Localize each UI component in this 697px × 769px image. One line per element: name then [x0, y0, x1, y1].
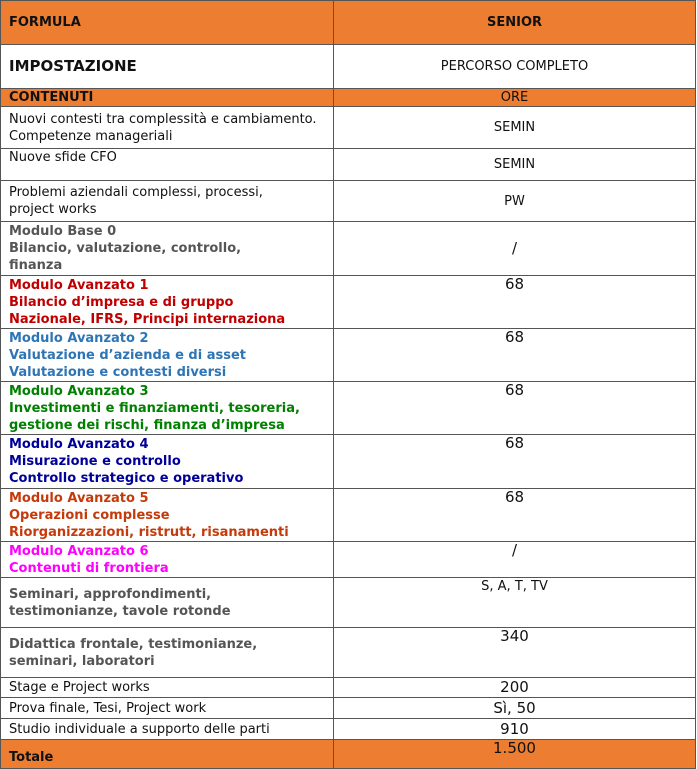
impostazione-row: IMPOSTAZIONE PERCORSO COMPLETO — [0, 44, 696, 89]
table-row: Modulo Avanzato 1 Bilancio d’impresa e di… — [0, 275, 696, 329]
table-row: Nuovi contesti tra complessità e cambiam… — [0, 106, 696, 149]
row-label-line: Studio individuale a supporto delle part… — [9, 721, 270, 737]
row-label: Modulo Avanzato 6 Contenuti di frontiera — [0, 541, 334, 578]
impostazione-value: PERCORSO COMPLETO — [333, 44, 696, 89]
content-rows: Nuovi contesti tra complessità e cambiam… — [0, 106, 696, 740]
row-label-line: Modulo Avanzato 1 — [9, 277, 149, 293]
table-row: Nuove sfide CFO SEMIN — [0, 148, 696, 181]
row-label: Studio individuale a supporto delle part… — [0, 718, 334, 740]
row-label-line: Nuove sfide CFO — [9, 150, 117, 165]
row-value: 68 — [333, 328, 696, 382]
row-label-line: Prova finale, Tesi, Project work — [9, 700, 207, 716]
row-value: / — [333, 221, 696, 276]
table-row: Modulo Avanzato 5 Operazioni complesse Rio… — [0, 488, 696, 542]
table-row: Seminari, approfondimenti, testimonianze,… — [0, 577, 696, 628]
row-label-line: Nuovi contesti tra complessità e cambiam… — [9, 111, 317, 127]
row-label: Modulo Avanzato 2 Valutazione d’azienda e… — [0, 328, 334, 382]
contenuti-label: CONTENUTI — [0, 88, 334, 107]
ore-label: ORE — [333, 88, 696, 107]
row-label-line: Misurazione e controllo — [9, 454, 181, 469]
row-label-line: Bilancio d’impresa e di gruppo — [9, 294, 234, 310]
table-row: Modulo Avanzato 3 Investimenti e finanzia… — [0, 381, 696, 435]
senior-header: SENIOR — [333, 0, 696, 45]
row-value: S, A, T, TV — [333, 577, 696, 628]
total-row: Totale 1.500 — [0, 739, 696, 769]
row-value: 68 — [333, 488, 696, 542]
row-label-line: project works — [9, 202, 97, 217]
row-value: Sì, 50 — [333, 697, 696, 719]
total-label: Totale — [0, 739, 334, 769]
row-value: 68 — [333, 434, 696, 489]
row-value: 910 — [333, 718, 696, 740]
table-row: Stage e Project works 200 — [0, 677, 696, 698]
row-label-line: Investimenti e finanziamenti, tesoreria, — [9, 400, 300, 416]
row-label: Nuove sfide CFO — [0, 148, 334, 181]
row-label: Nuovi contesti tra complessità e cambiam… — [0, 106, 334, 149]
table-row: Prova finale, Tesi, Project work Sì, 50 — [0, 697, 696, 719]
row-label-line: Nazionale, IFRS, Principi internaziona — [9, 311, 286, 327]
table-row: Modulo Avanzato 4 Misurazione e controllo… — [0, 434, 696, 489]
row-label: Modulo Avanzato 5 Operazioni complesse Rio… — [0, 488, 334, 542]
row-label-line: seminari, laboratori — [9, 653, 155, 669]
row-label-line: Valutazione d’azienda e di asset — [9, 347, 246, 363]
row-label-line: Valutazione e contesti diversi — [9, 364, 227, 380]
row-label-line: Didattica frontale, testimonianze, — [9, 636, 258, 652]
row-label-line: gestione dei rischi, finanza d’impresa — [9, 417, 285, 433]
row-label-line: Modulo Avanzato 6 — [9, 543, 149, 559]
row-value: 340 — [333, 627, 696, 678]
row-label: Modulo Avanzato 4 Misurazione e controllo… — [0, 434, 334, 489]
row-value: SEMIN — [333, 106, 696, 149]
row-label-line: Competenze manageriali — [9, 128, 173, 144]
row-label: Modulo Base 0 Bilancio, valutazione, cont… — [0, 221, 334, 276]
row-label-line: Seminari, approfondimenti, — [9, 586, 212, 602]
header-row: FORMULA SENIOR — [0, 0, 696, 45]
row-label-line: Modulo Base 0 — [9, 224, 117, 239]
row-label-line: Modulo Avanzato 3 — [9, 383, 149, 399]
row-label: Stage e Project works — [0, 677, 334, 698]
row-label-line: finanza — [9, 258, 63, 273]
row-label-line: Controllo strategico e operativo — [9, 471, 244, 486]
row-value: SEMIN — [333, 148, 696, 181]
table-row: Studio individuale a supporto delle part… — [0, 718, 696, 740]
total-value: 1.500 — [333, 739, 696, 769]
row-label: Modulo Avanzato 1 Bilancio d’impresa e di… — [0, 275, 334, 329]
table-row: Modulo Avanzato 2 Valutazione d’azienda e… — [0, 328, 696, 382]
row-label-line: Contenuti di frontiera — [9, 560, 169, 576]
row-label: Didattica frontale, testimonianze, semina… — [0, 627, 334, 678]
row-value: / — [333, 541, 696, 578]
formula-header: FORMULA — [0, 0, 334, 45]
row-label-line: Modulo Avanzato 4 — [9, 437, 149, 452]
table-row: Modulo Base 0 Bilancio, valutazione, cont… — [0, 221, 696, 276]
impostazione-label: IMPOSTAZIONE — [0, 44, 334, 89]
table-row: Problemi aziendali complessi, processi, p… — [0, 180, 696, 222]
row-label-line: Bilancio, valutazione, controllo, — [9, 241, 242, 256]
row-label-line: Riorganizzazioni, ristrutt, risanamenti — [9, 524, 289, 540]
row-label: Modulo Avanzato 3 Investimenti e finanzia… — [0, 381, 334, 435]
row-label: Prova finale, Tesi, Project work — [0, 697, 334, 719]
contenuti-row: CONTENUTI ORE — [0, 88, 696, 107]
row-value: 68 — [333, 381, 696, 435]
row-label-line: testimonianze, tavole rotonde — [9, 603, 231, 619]
row-label-line: Modulo Avanzato 2 — [9, 330, 149, 346]
row-label-line: Operazioni complesse — [9, 507, 170, 523]
row-value: 68 — [333, 275, 696, 329]
row-label-line: Stage e Project works — [9, 680, 150, 695]
row-value: 200 — [333, 677, 696, 698]
row-label: Seminari, approfondimenti, testimonianze,… — [0, 577, 334, 628]
row-label-line: Modulo Avanzato 5 — [9, 490, 149, 506]
row-value: PW — [333, 180, 696, 222]
table-row: Didattica frontale, testimonianze, semina… — [0, 627, 696, 678]
row-label-line: Problemi aziendali complessi, processi, — [9, 185, 263, 200]
row-label: Problemi aziendali complessi, processi, p… — [0, 180, 334, 222]
table-row: Modulo Avanzato 6 Contenuti di frontiera / — [0, 541, 696, 578]
